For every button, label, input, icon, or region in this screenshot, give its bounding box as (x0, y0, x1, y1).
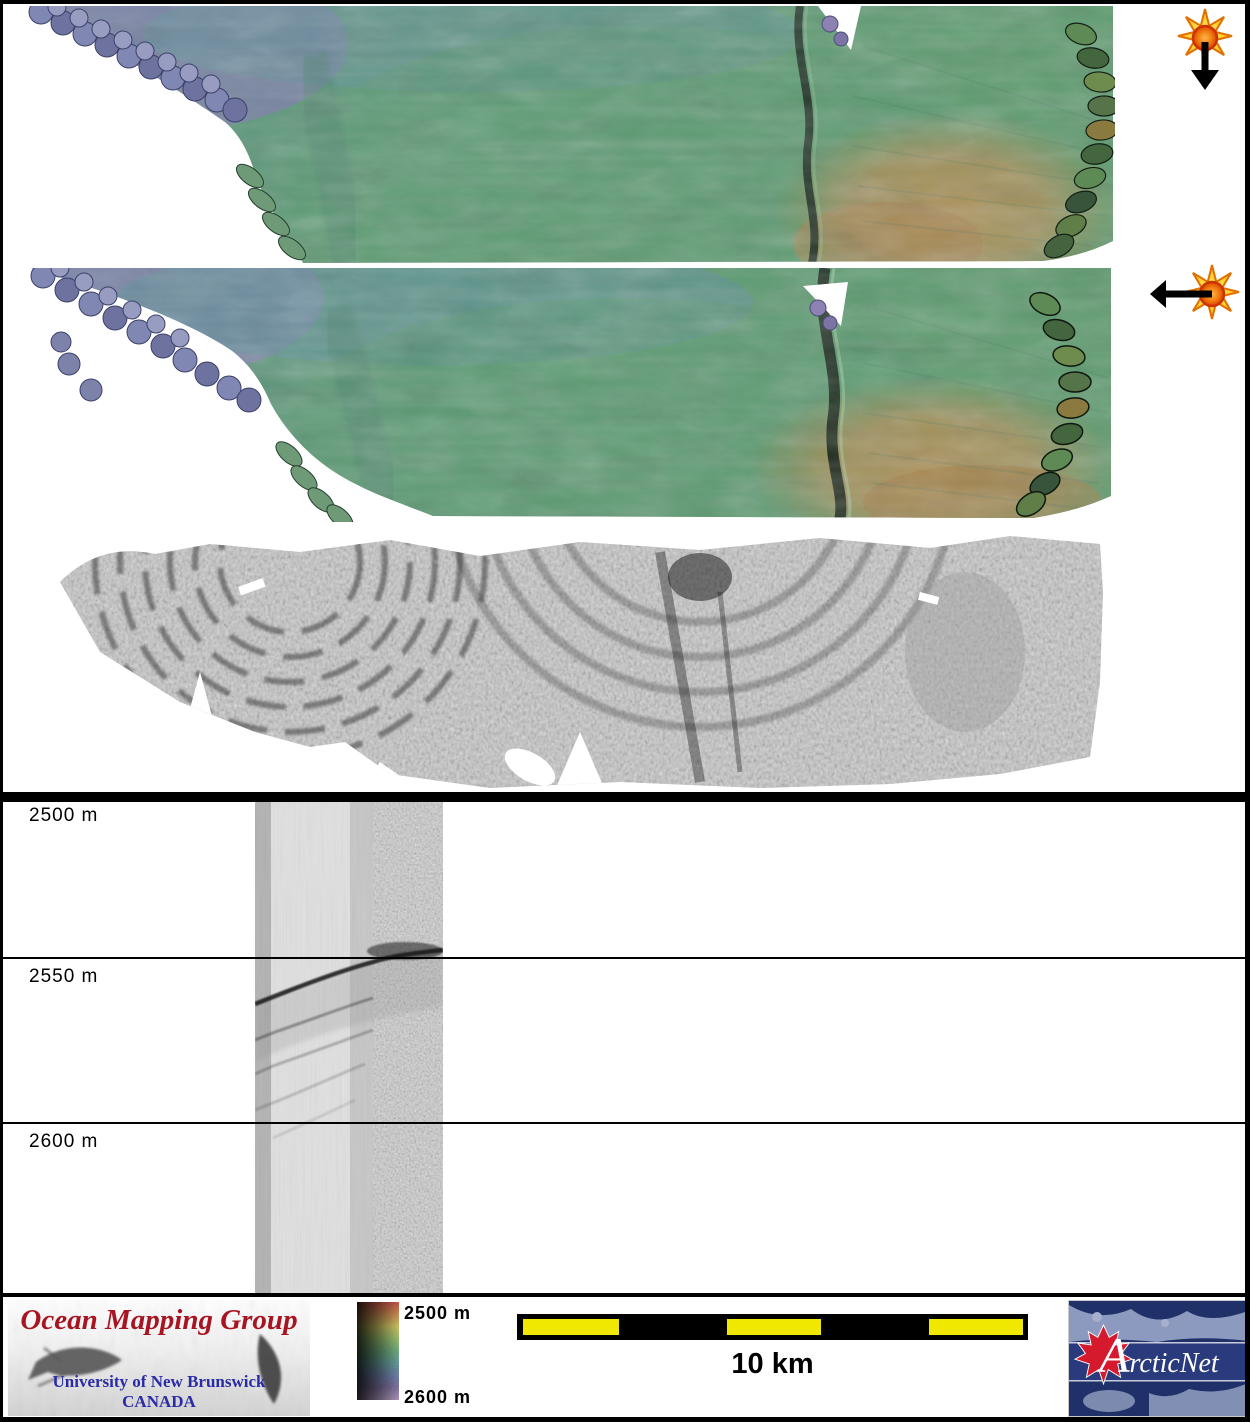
bathymetry-map-2 (30, 258, 1111, 530)
omg-title: Ocean Mapping Group (20, 1304, 298, 1336)
down-arrow-icon (1191, 42, 1219, 90)
frame-left (0, 0, 3, 1422)
omg-logo-art (8, 1300, 310, 1416)
seabed-reflector (254, 947, 444, 1007)
scale-bar-label: 10 km (731, 1348, 814, 1380)
depth-label-2550: 2550 m (29, 966, 99, 987)
depth-line-2550 (0, 957, 1250, 959)
bathymetry-panel-north-lit (3, 0, 1121, 268)
scale-bar-segment (727, 1319, 821, 1335)
illumination-indicator-east (1148, 262, 1248, 329)
depth-colorbar-gradient (357, 1302, 399, 1400)
depth-label-2600: 2600 m (29, 1131, 99, 1152)
scale-bar-segment (929, 1319, 1023, 1335)
swath-edge-fans (1015, 291, 1092, 517)
footer-top-rule (0, 1293, 1250, 1297)
frame-bottom (0, 1417, 1250, 1422)
fish-silhouette-left (28, 1346, 122, 1388)
scale-bar-segment (523, 1319, 619, 1335)
swath-edge-scallops (28, 0, 248, 123)
backscatter-mosaic (60, 536, 1103, 788)
subbottom-profile-strip (254, 802, 444, 1298)
arcticnet-logo: ArcticNet (1068, 1300, 1249, 1417)
subbottom-profile (254, 802, 444, 1293)
scale-bar (517, 1314, 1028, 1340)
panel-divider (0, 792, 1250, 802)
omg-country: CANADA (122, 1392, 196, 1411)
omg-subtitle: University of New Brunswick (52, 1372, 266, 1391)
backscatter-mosaic-panel (60, 532, 1105, 797)
illumination-indicator-north (1165, 6, 1245, 99)
fish-silhouette-right (257, 1334, 282, 1404)
depth-colorbar (357, 1302, 399, 1405)
sun-down-indicator (1177, 8, 1233, 90)
depth-line-2600 (0, 1122, 1250, 1124)
swath-edge-scallops (30, 258, 262, 413)
frame-top (0, 0, 1250, 4)
colorbar-top-label: 2500 m (404, 1303, 472, 1323)
swath-edge-fans (1043, 22, 1121, 259)
arcticnet-logo-art (1069, 1301, 1248, 1416)
maple-leaf-icon (1073, 1323, 1134, 1386)
omg-logo: Ocean Mapping Group University of New Br… (8, 1300, 310, 1416)
sun-left-indicator (1150, 264, 1240, 320)
colorbar-bottom-label: 2600 m (404, 1387, 472, 1407)
bathymetry-panel-east-lit (3, 258, 1115, 530)
bathymetry-map-1 (28, 0, 1121, 263)
frame-right (1245, 0, 1250, 1422)
depth-label-2500: 2500 m (29, 805, 99, 826)
arcticnet-title: ArcticNet (1099, 1327, 1219, 1383)
left-arrow-icon (1150, 280, 1212, 308)
